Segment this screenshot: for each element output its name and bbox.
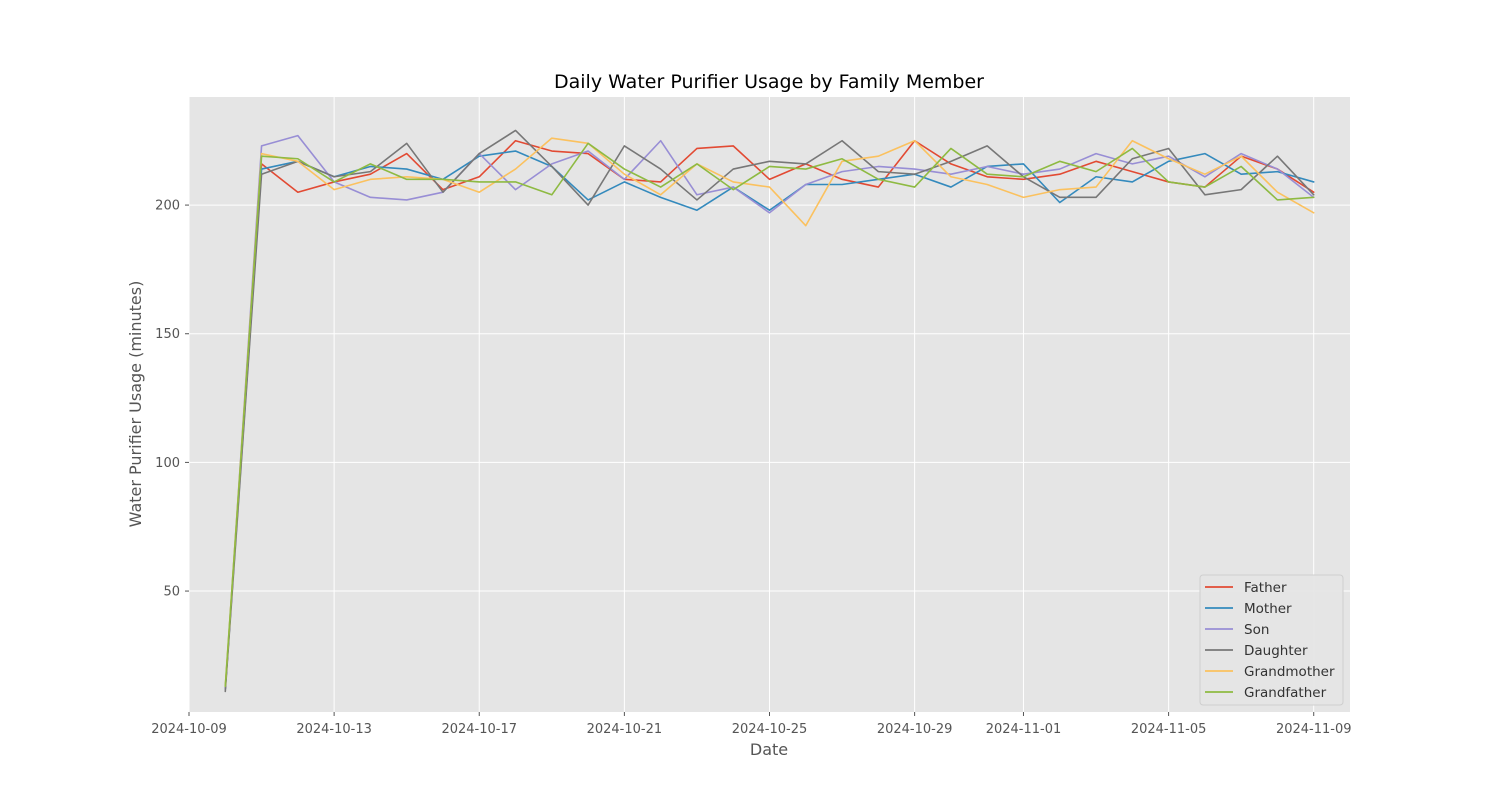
- y-tick-label: 100: [155, 456, 180, 471]
- series-line-mother: [224, 150, 1315, 690]
- series-line-son: [224, 134, 1315, 690]
- x-tick-label: 2024-10-17: [441, 722, 517, 737]
- y-tick-label: 200: [155, 199, 180, 214]
- x-tick-label: 2024-11-05: [1131, 722, 1207, 737]
- grid: [188, 97, 1350, 712]
- x-tick-label: 2024-10-29: [877, 722, 953, 737]
- series-line-grandmother: [224, 137, 1315, 688]
- legend-box: [1199, 574, 1344, 706]
- legend-label-grandmother: Grandmother: [1244, 664, 1335, 680]
- x-tick-label: 2024-11-01: [986, 722, 1062, 737]
- legend-label-mother: Mother: [1244, 601, 1292, 617]
- x-tick-label: 2024-10-09: [151, 722, 227, 737]
- legend: Father Mother Son Daughter Grandmother Grandf…: [1199, 574, 1344, 706]
- chart-title: Daily Water Purifier Usage by Family Mem…: [554, 71, 984, 93]
- series-line-father: [224, 139, 1315, 690]
- x-tick-label: 2024-11-09: [1276, 722, 1352, 737]
- series-lines: [224, 129, 1315, 693]
- x-tick-label: 2024-10-13: [296, 722, 372, 737]
- x-tick-label: 2024-10-25: [732, 722, 808, 737]
- y-tick-label: 50: [163, 585, 180, 600]
- series-line-daughter: [224, 129, 1315, 693]
- series-line-grandfather: [224, 142, 1315, 688]
- y-tick-label: 150: [155, 327, 180, 342]
- x-tick-label: 2024-10-21: [587, 722, 663, 737]
- legend-label-father: Father: [1244, 580, 1287, 596]
- x-axis-label: Date: [750, 740, 788, 759]
- legend-label-grandfather: Grandfather: [1244, 685, 1327, 701]
- y-axis: 50 100 150 200: [155, 199, 189, 600]
- y-axis-label: Water Purifier Usage (minutes): [126, 281, 145, 528]
- x-axis: 2024-10-09 2024-10-13 2024-10-17 2024-10-21…: [151, 712, 1352, 737]
- legend-label-son: Son: [1244, 622, 1269, 638]
- legend-label-daughter: Daughter: [1244, 643, 1308, 659]
